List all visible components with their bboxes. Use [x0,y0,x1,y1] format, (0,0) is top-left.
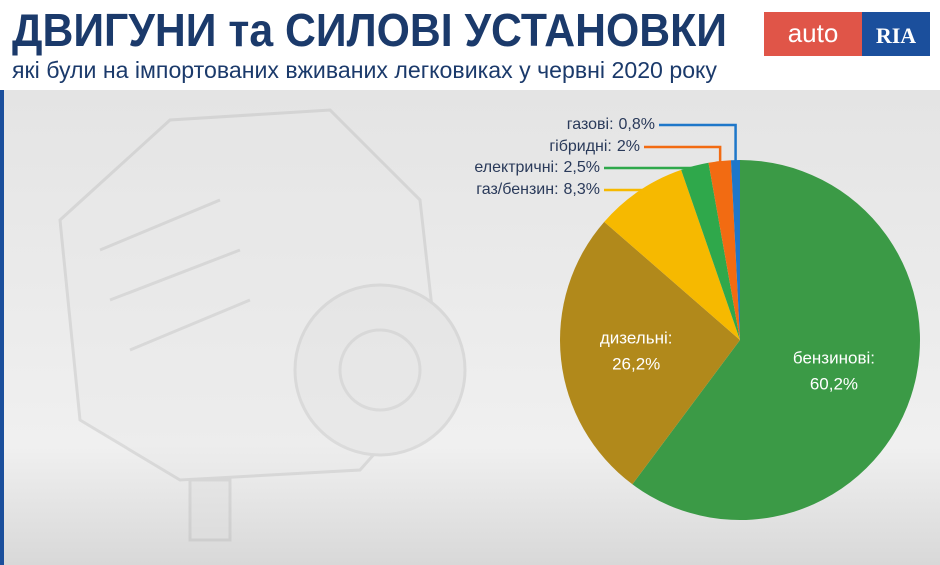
slice-label: газ/бензин: 8,3% [476,181,600,198]
slice-label-name: газ/бензин: [476,181,558,198]
pie-slice [632,160,920,520]
slice-label-value: 0,8% [619,116,655,133]
logo-left: auto [788,18,839,48]
slice-label-value: 2% [617,138,640,155]
pie-slice [604,169,740,340]
slice-label: бензинові: [793,349,875,368]
logo-left-box [764,12,862,56]
leader-line [604,188,643,195]
accent-bar [0,90,4,565]
slice-label: газові: 0,8% [567,116,655,133]
slice-label-name: газові: [567,116,614,133]
slice-label-name: гібридні: [549,138,612,155]
title: ДВИГУНИ та СИЛОВІ УСТАНОВКИ [12,4,727,56]
leader-line [644,145,722,166]
engine-illustration [58,108,467,542]
pie-slice [560,221,740,485]
slice-label: електричні: 2,5% [474,159,600,176]
subtitle: які були на імпортованих вживаних легков… [12,57,718,83]
logo-right-box [862,12,930,56]
leader-line [604,166,697,170]
pie-slice [681,162,740,340]
pie-slice [730,160,740,340]
leader-line [659,123,737,165]
slice-label-value: 8,3% [564,181,600,198]
slice-value: 60,2% [810,375,858,394]
slice-label-name: електричні: [474,159,558,176]
slice-label: гібридні: 2% [549,138,640,155]
slice-value: 26,2% [612,355,660,374]
slice-label-value: 2,5% [564,159,600,176]
logo-right: RIA [876,23,916,48]
pie-slice [708,160,740,340]
slice-label: дизельні: [600,329,673,348]
